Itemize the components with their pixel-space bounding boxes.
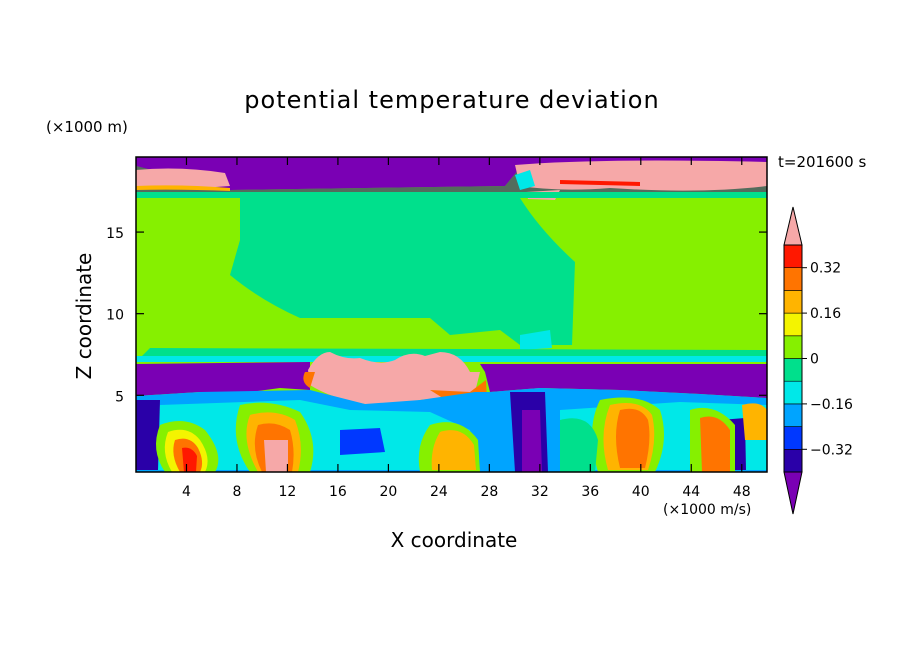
x-tick-label: 48 bbox=[733, 484, 751, 500]
x-tick-label: 4 bbox=[182, 484, 191, 500]
colorbar: 0.32 0.16 0 −0.16 −0.32 bbox=[783, 206, 853, 515]
x-tick-label: 8 bbox=[232, 484, 241, 500]
plot-frame bbox=[135, 156, 768, 473]
y-axis-unit: (×1000 m) bbox=[46, 118, 128, 136]
colorbar-arrow-high bbox=[783, 206, 803, 246]
colorbar-tick-label: −0.32 bbox=[810, 442, 853, 458]
colorbar-cell bbox=[783, 312, 803, 337]
x-axis-label: X coordinate bbox=[390, 528, 518, 552]
x-tick-label: 24 bbox=[430, 484, 448, 500]
colorbar-tick-label: 0 bbox=[810, 352, 819, 368]
colorbar-cell bbox=[783, 403, 803, 427]
colorbar-cell bbox=[783, 380, 803, 405]
x-tick-label: 12 bbox=[279, 484, 297, 500]
colorbar-cell bbox=[783, 335, 803, 359]
colorbar-cell bbox=[783, 426, 803, 450]
time-label: t=201600 s bbox=[778, 153, 867, 171]
x-axis-unit: (×1000 m/s) bbox=[663, 502, 752, 518]
colorbar-cell bbox=[783, 448, 803, 473]
colorbar-tick-label: −0.16 bbox=[810, 397, 853, 413]
colorbar-cell bbox=[783, 267, 803, 291]
y-tick-label: 15 bbox=[106, 226, 124, 242]
x-tick-label: 44 bbox=[682, 484, 700, 500]
x-tick-label: 16 bbox=[329, 484, 347, 500]
y-tick-label: 5 bbox=[115, 389, 124, 405]
colorbar-arrow-low bbox=[783, 471, 803, 515]
y-tick-label: 10 bbox=[106, 308, 124, 324]
colorbar-cell bbox=[783, 290, 803, 314]
chart-title: potential temperature deviation bbox=[244, 86, 660, 114]
colorbar-cell bbox=[783, 358, 803, 382]
x-tick-label: 32 bbox=[531, 484, 549, 500]
colorbar-tick-label: 0.16 bbox=[810, 306, 841, 322]
x-tick-label: 40 bbox=[632, 484, 650, 500]
contour-field bbox=[136, 157, 767, 472]
x-tick-label: 28 bbox=[480, 484, 498, 500]
x-tick-label: 36 bbox=[581, 484, 599, 500]
colorbar-cell bbox=[783, 244, 803, 269]
colorbar-tick-label: 0.32 bbox=[810, 261, 841, 277]
x-tick-label: 20 bbox=[379, 484, 397, 500]
